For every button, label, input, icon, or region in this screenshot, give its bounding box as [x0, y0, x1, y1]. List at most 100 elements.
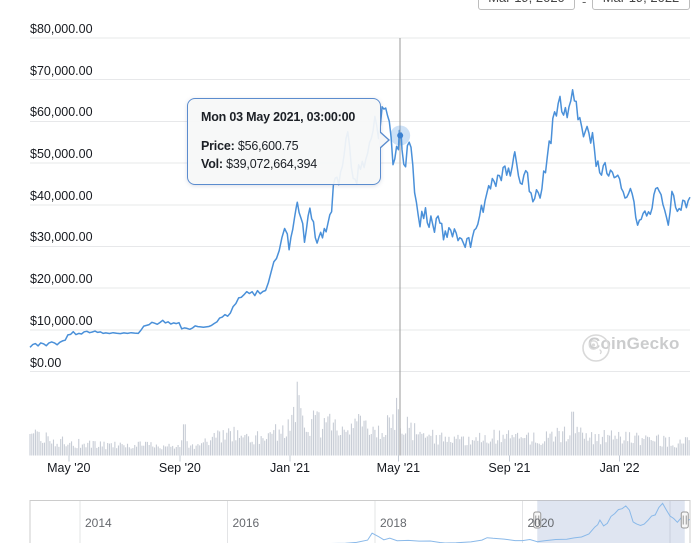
volume-bar — [90, 447, 92, 456]
volume-bar — [641, 438, 643, 456]
volume-bar — [628, 432, 631, 456]
volume-bar — [269, 432, 271, 456]
x-axis-label: Sep '20 — [158, 461, 201, 475]
volume-bar — [553, 441, 555, 456]
volume-bar — [661, 446, 663, 456]
volume-bar — [461, 436, 463, 456]
volume-bar — [637, 435, 640, 456]
volume-bar — [634, 435, 636, 456]
volume-bar — [627, 441, 629, 456]
volume-bar — [601, 436, 603, 456]
coingecko-logo-icon — [582, 334, 610, 362]
navigator-selected-range[interactable] — [537, 500, 685, 543]
volume-bar — [657, 434, 659, 456]
volume-bar — [242, 437, 244, 456]
volume-bar — [316, 411, 318, 456]
navigator-outline — [29, 500, 691, 543]
date-to-input[interactable]: Mar 19, 2022 — [592, 0, 690, 10]
volume-bar — [173, 448, 176, 456]
volume-bar — [276, 440, 278, 456]
volume-bar — [614, 435, 616, 456]
volume-bar — [681, 443, 683, 456]
volume-bar — [145, 441, 147, 456]
x-axis-label: May '20 — [47, 461, 91, 475]
volume-bar — [442, 441, 445, 456]
volume-bar — [498, 430, 501, 456]
volume-bar — [591, 432, 593, 456]
y-axis-label: $80,000.00 — [30, 22, 93, 36]
volume-bar — [616, 438, 618, 456]
volume-bar — [116, 448, 118, 456]
navigator-right-handle[interactable] — [680, 511, 689, 529]
volume-bar — [321, 428, 324, 456]
y-axis-label: $40,000.00 — [30, 188, 93, 203]
volume-bar — [65, 446, 67, 456]
volume-bar — [186, 441, 188, 456]
volume-bar — [148, 445, 150, 456]
volume-bar — [237, 430, 239, 456]
volume-bar — [347, 430, 349, 456]
volume-bar — [67, 444, 69, 456]
date-from-input[interactable]: Mar 19, 2020 — [478, 0, 575, 10]
volume-bar — [450, 442, 452, 456]
x-axis-label: May '21 — [376, 461, 421, 475]
volume-bar — [244, 435, 246, 456]
volume-bar — [585, 433, 587, 456]
volume-bar — [630, 442, 632, 456]
volume-bar — [49, 441, 51, 456]
volume-bar — [497, 440, 499, 456]
volume-bar — [609, 435, 611, 456]
volume-bar — [103, 441, 105, 456]
volume-bar — [374, 429, 376, 456]
volume-bar — [547, 437, 549, 456]
volume-bar — [596, 441, 598, 456]
volume-bar — [119, 442, 121, 456]
x-axis-label: Sep '21 — [488, 461, 531, 475]
volume-bar — [92, 441, 94, 456]
volume-bar — [683, 443, 685, 456]
volume-bar — [688, 440, 690, 456]
volume-bar — [159, 448, 161, 456]
y-axis-label: $10,000.00 — [30, 313, 93, 328]
volume-bar — [105, 449, 107, 456]
price-line — [29, 88, 691, 348]
volume-bar — [674, 447, 676, 456]
tooltip-price-row: Price: $56,600.75 — [201, 137, 367, 155]
volume-bar — [247, 436, 250, 456]
volume-bar — [202, 442, 204, 456]
volume-bar — [643, 439, 645, 456]
volume-bar — [150, 442, 152, 456]
coingecko-watermark: CoinGecko — [582, 334, 680, 362]
volume-bar — [677, 443, 679, 456]
volume-bar — [587, 440, 589, 456]
volume-bar — [291, 414, 293, 456]
volume-bar — [562, 431, 564, 456]
volume-bar — [332, 422, 334, 456]
volume-bar — [684, 437, 687, 456]
volume-bar — [31, 433, 33, 456]
volume-bar — [686, 437, 688, 456]
volume-bar — [331, 430, 333, 456]
volume-bar — [410, 422, 412, 456]
volume-bar — [36, 431, 38, 456]
volume-bar — [177, 445, 179, 456]
volume-bar — [246, 433, 248, 456]
volume-bar — [386, 415, 389, 456]
y-axis-label: $30,000.00 — [30, 230, 93, 245]
volume-bar — [647, 436, 649, 456]
volume-bar — [423, 433, 425, 456]
volume-bar — [356, 421, 358, 456]
volume-bar — [482, 440, 484, 456]
volume-bar — [130, 448, 132, 456]
volume-bar — [670, 445, 672, 456]
volume-bar — [94, 441, 96, 456]
volume-bar — [255, 435, 257, 456]
volume-bar — [544, 441, 546, 456]
volume-bar — [507, 430, 510, 456]
volume-bar — [251, 441, 253, 456]
volume-bar — [253, 444, 255, 456]
volume-bar — [45, 432, 47, 456]
volume-bar — [175, 446, 177, 456]
volume-bar — [40, 441, 42, 456]
